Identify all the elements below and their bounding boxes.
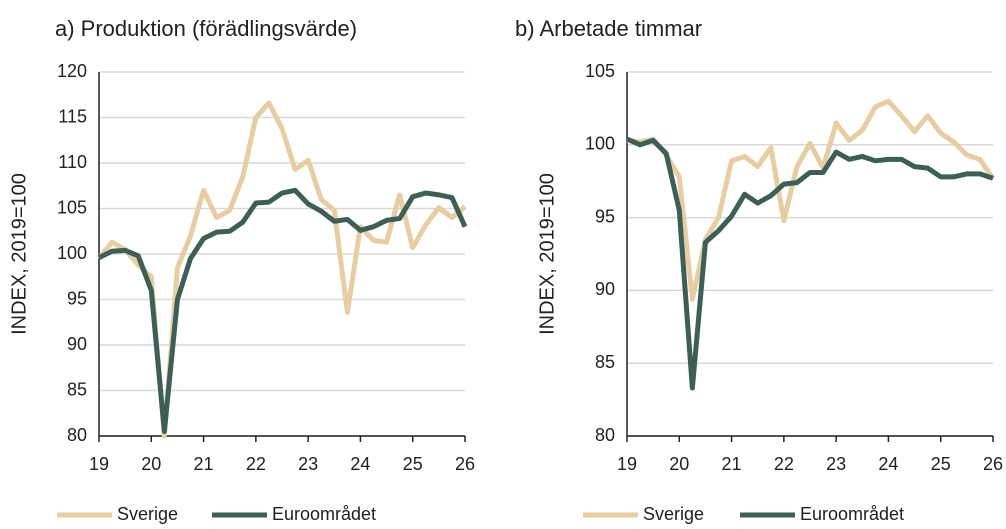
x-tick-label: 23 <box>826 454 846 474</box>
y-tick-label: 80 <box>67 425 87 445</box>
x-tick-label: 23 <box>298 454 318 474</box>
x-tick-label: 21 <box>722 454 742 474</box>
x-tick-label: 26 <box>983 454 1003 474</box>
y-axis-label: INDEX, 2019=100 <box>536 173 558 335</box>
y-tick-label: 110 <box>58 152 87 172</box>
x-tick-label: 26 <box>455 454 475 474</box>
chart-title: b) Arbetade timmar <box>515 16 702 41</box>
x-tick-label: 20 <box>141 454 161 474</box>
x-tick-label: 24 <box>350 454 370 474</box>
y-tick-label: 100 <box>57 243 87 263</box>
legend-label: Euroområdet <box>272 504 376 524</box>
y-tick-label: 90 <box>595 279 615 299</box>
y-tick-label: 105 <box>57 197 87 217</box>
y-tick-label: 90 <box>67 334 87 354</box>
chart-title: a) Produktion (förädlingsvärde) <box>55 16 357 41</box>
series-line <box>97 100 467 439</box>
x-tick-label: 22 <box>774 454 794 474</box>
series-line <box>626 98 996 302</box>
y-tick-label: 95 <box>595 206 615 226</box>
y-tick-label: 85 <box>595 352 615 372</box>
y-tick-label: 85 <box>67 379 87 399</box>
x-tick-label: 20 <box>669 454 689 474</box>
x-tick-label: 21 <box>194 454 214 474</box>
legend-label: Euroområdet <box>800 504 904 524</box>
y-tick-label: 80 <box>595 425 615 445</box>
y-tick-label: 115 <box>58 106 87 126</box>
x-tick-label: 25 <box>403 454 423 474</box>
y-tick-label: 95 <box>67 288 87 308</box>
y-tick-label: 120 <box>57 61 87 81</box>
y-axis-label: INDEX, 2019=100 <box>8 173 30 335</box>
x-tick-label: 19 <box>89 454 109 474</box>
series-line <box>97 187 468 434</box>
legend-label: Sverige <box>117 504 178 524</box>
x-tick-label: 19 <box>617 454 637 474</box>
series-line <box>625 136 994 391</box>
y-tick-label: 100 <box>585 134 615 154</box>
x-tick-label: 25 <box>931 454 951 474</box>
legend-label: Sverige <box>643 504 704 524</box>
y-tick-label: 105 <box>585 61 615 81</box>
x-tick-label: 24 <box>878 454 898 474</box>
x-tick-label: 22 <box>246 454 266 474</box>
